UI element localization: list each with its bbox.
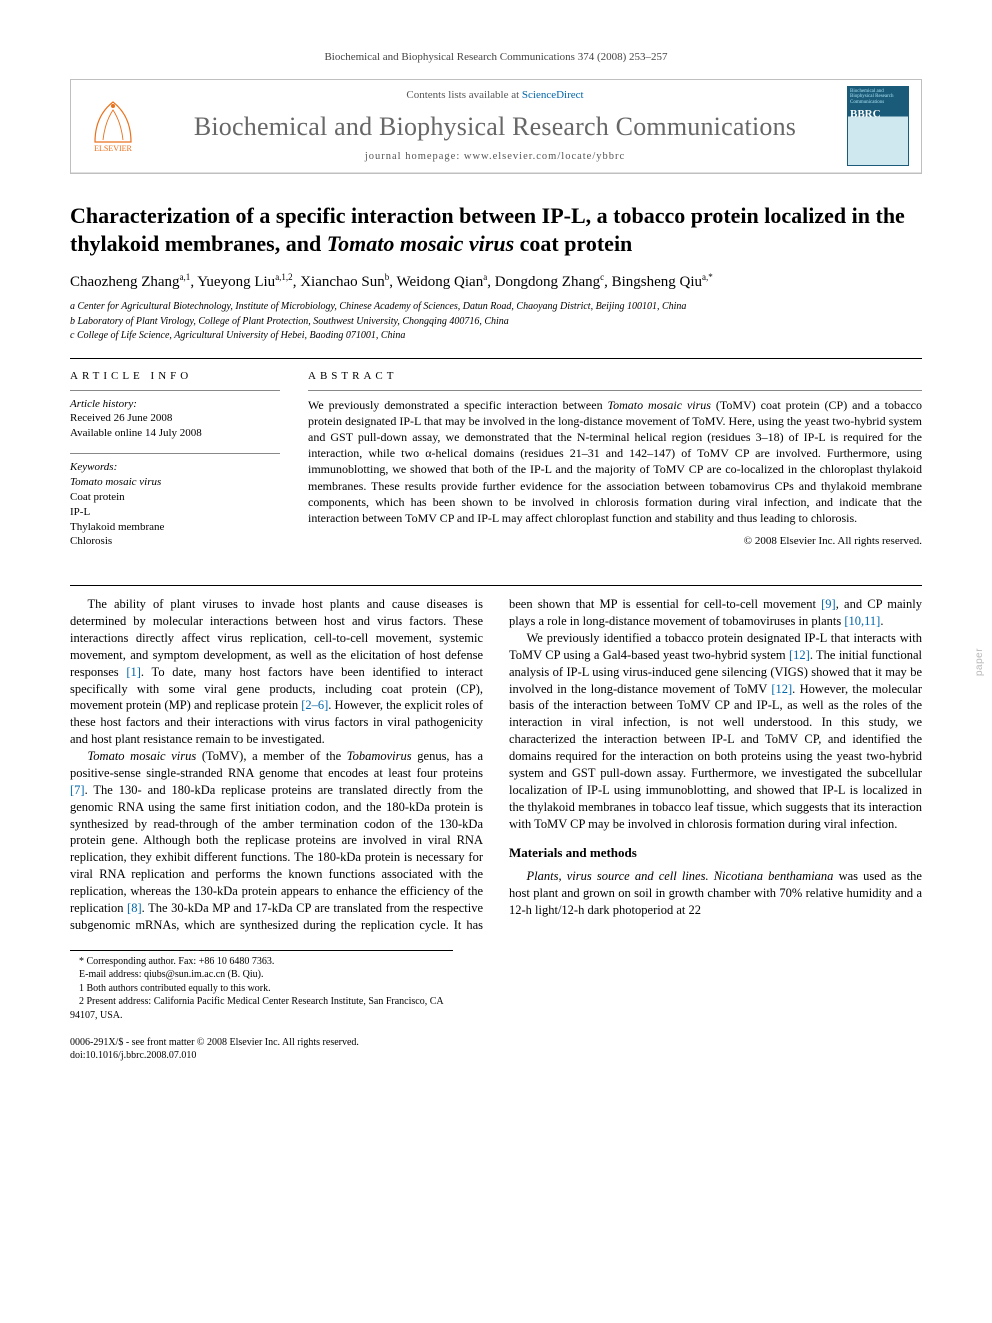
keyword: Coat protein	[70, 490, 280, 505]
author: Yueyong Liua,1,2	[197, 274, 292, 290]
contents-prefix: Contents lists available at	[406, 89, 521, 101]
contents-available: Contents lists available at ScienceDirec…	[143, 88, 847, 103]
ref-link[interactable]: [7]	[70, 783, 85, 797]
ref-link[interactable]: [12]	[771, 682, 792, 696]
watermark: paper	[973, 647, 987, 675]
elsevier-logo: ELSEVIER	[83, 92, 143, 160]
online-date: Available online 14 July 2008	[70, 426, 280, 441]
email-line: E-mail address: qiubs@sun.im.ac.cn (B. Q…	[70, 968, 453, 982]
ref-link[interactable]: [2–6]	[301, 698, 328, 712]
keyword: Chlorosis	[70, 534, 280, 549]
ref-link[interactable]: [12]	[789, 648, 810, 662]
journal-cover-thumbnail: Biochemical and Biophysical Research Com…	[847, 86, 909, 166]
affiliation: c College of Life Science, Agricultural …	[70, 329, 922, 344]
sciencedirect-link[interactable]: ScienceDirect	[522, 89, 584, 101]
article-info-column: article info Article history: Received 2…	[70, 369, 280, 561]
ref-link[interactable]: [8]	[127, 901, 142, 915]
corresponding-author: * Corresponding author. Fax: +86 10 6480…	[70, 955, 453, 969]
article-title: Characterization of a specific interacti…	[70, 202, 922, 259]
ref-link[interactable]: [10,11]	[844, 614, 880, 628]
homepage-prefix: journal homepage:	[365, 151, 464, 162]
cover-title: Biochemical and Biophysical Research Com…	[850, 89, 906, 106]
divider	[70, 585, 922, 586]
abstract-label: abstract	[308, 369, 922, 384]
body-paragraph: Plants, virus source and cell lines. Nic…	[509, 868, 922, 919]
history-head: Article history:	[70, 397, 280, 412]
affiliation: b Laboratory of Plant Virology, College …	[70, 315, 922, 330]
journal-header: ELSEVIER Contents lists available at Sci…	[70, 79, 922, 174]
footnote: 1 Both authors contributed equally to th…	[70, 982, 453, 996]
author: Weidong Qiana	[397, 274, 488, 290]
abstract-column: abstract We previously demonstrated a sp…	[308, 369, 922, 561]
divider	[70, 358, 922, 359]
journal-homepage: journal homepage: www.elsevier.com/locat…	[143, 150, 847, 164]
elsevier-label: ELSEVIER	[94, 144, 132, 155]
doi: doi:10.1016/j.bbrc.2008.07.010	[70, 1049, 359, 1062]
journal-name: Biochemical and Biophysical Research Com…	[143, 109, 847, 144]
divider	[308, 390, 922, 391]
author: Dongdong Zhangc	[495, 274, 604, 290]
article-body: The ability of plant viruses to invade h…	[70, 596, 922, 934]
title-italic: Tomato mosaic virus	[327, 231, 514, 256]
author: Bingsheng Qiua,*	[612, 274, 713, 290]
homepage-url[interactable]: www.elsevier.com/locate/ybbrc	[464, 151, 625, 162]
keyword: Tomato mosaic virus	[70, 475, 280, 490]
keyword: Thylakoid membrane	[70, 520, 280, 535]
running-head: Biochemical and Biophysical Research Com…	[70, 50, 922, 65]
divider	[70, 453, 280, 454]
cover-acronym: BBRC	[850, 107, 906, 122]
page-footer: 0006-291X/$ - see front matter © 2008 El…	[70, 1036, 922, 1062]
email-link[interactable]: qiubs@sun.im.ac.cn	[144, 969, 225, 980]
footnote: 2 Present address: California Pacific Me…	[70, 995, 453, 1022]
affiliations: a Center for Agricultural Biotechnology,…	[70, 300, 922, 344]
keywords-head: Keywords:	[70, 460, 280, 475]
title-part-2: coat protein	[514, 231, 632, 256]
author: Chaozheng Zhanga,1	[70, 274, 190, 290]
body-paragraph: We previously identified a tobacco prote…	[509, 630, 922, 833]
divider	[70, 390, 280, 391]
footnotes: * Corresponding author. Fax: +86 10 6480…	[70, 950, 453, 1023]
affiliation: a Center for Agricultural Biotechnology,…	[70, 300, 922, 315]
ref-link[interactable]: [1]	[126, 665, 141, 679]
author: Xianchao Sunb	[300, 274, 389, 290]
abstract-text: We previously demonstrated a specific in…	[308, 397, 922, 527]
keyword: IP-L	[70, 505, 280, 520]
abstract-copyright: © 2008 Elsevier Inc. All rights reserved…	[308, 534, 922, 549]
author-list: Chaozheng Zhanga,1, Yueyong Liua,1,2, Xi…	[70, 271, 922, 292]
ref-link[interactable]: [9]	[821, 597, 836, 611]
body-paragraph: The ability of plant viruses to invade h…	[70, 596, 483, 748]
received-date: Received 26 June 2008	[70, 411, 280, 426]
front-matter: 0006-291X/$ - see front matter © 2008 El…	[70, 1036, 359, 1049]
section-heading: Materials and methods	[509, 844, 922, 862]
article-info-label: article info	[70, 369, 280, 384]
